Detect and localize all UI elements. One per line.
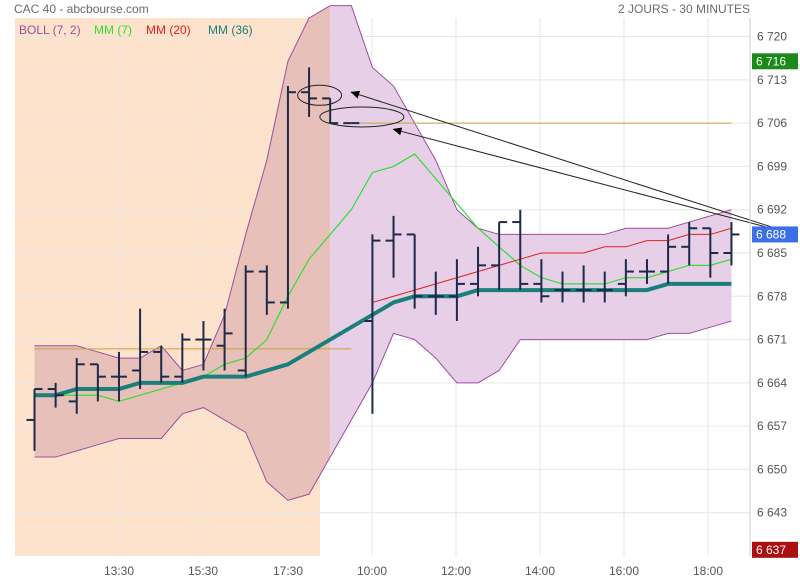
price-tag: 6 716: [752, 53, 798, 70]
y-tick-label: 6 650: [757, 462, 787, 476]
drawings: [297, 84, 795, 235]
x-tick-label: 18:00: [693, 564, 723, 578]
bollinger-fill-session-2: [330, 5, 732, 458]
trend-arrow-line: [350, 90, 795, 235]
price-tag-label: 6 688: [756, 227, 786, 241]
legend-entry: BOLL (7, 2): [19, 23, 81, 37]
ohlc-bar: [132, 308, 149, 390]
bollinger-band: [34, 5, 732, 501]
price-tag-box: [752, 541, 798, 558]
ohlc-bar: [533, 259, 550, 303]
horizontal-lines: [34, 122, 732, 350]
x-tick-label: 15:30: [188, 564, 218, 578]
ohlc-bar: [470, 246, 487, 297]
ohlc-bar: [216, 308, 233, 371]
price-tag-label: 6 716: [756, 54, 786, 68]
ohlc-bar: [723, 222, 740, 266]
ohlc-bar: [195, 321, 212, 371]
ohlc-bar: [174, 333, 191, 383]
ohlc-bar: [681, 222, 698, 266]
ohlc-bar: [575, 265, 592, 303]
legend-entry: MM (7): [94, 23, 132, 37]
ohlc-bar: [406, 233, 423, 309]
y-tick-label: 6 643: [757, 506, 787, 520]
ohlc-bar: [512, 209, 529, 291]
y-tick-label: 6 713: [757, 73, 787, 87]
annotation-ellipse: [297, 84, 343, 106]
legend-entry: MM (36): [208, 23, 253, 37]
ohlc-bar: [702, 227, 719, 278]
bollinger-fill-session-1: [34, 5, 331, 501]
ohlc-bar: [638, 259, 655, 284]
mm20-line: [372, 227, 732, 303]
ohlc-bar: [364, 234, 381, 414]
annotation-ellipse: [319, 106, 405, 128]
x-tick-label: 14:00: [525, 564, 555, 578]
ohlc-bar: [89, 363, 106, 402]
ohlc-bar: [110, 351, 127, 402]
ohlc-bar: [68, 358, 85, 414]
ohlc-bar: [617, 259, 634, 297]
x-tick-label: 10:00: [357, 564, 387, 578]
price-bars: [26, 67, 740, 451]
y-tick-label: 6 720: [757, 30, 787, 44]
price-tag-box: [752, 53, 798, 70]
y-tick-label: 6 685: [757, 246, 787, 260]
y-tick-label: 6 657: [757, 419, 787, 433]
ohlc-bar: [26, 388, 43, 451]
ohlc-bar: [596, 271, 613, 303]
axes: 6 720 6 713 6 706 6 699 6 692 6 685 6 678 6 671…: [104, 18, 798, 578]
y-tick-label: 6 664: [757, 376, 787, 390]
chart-period-label: 2 JOURS - 30 MINUTES: [617, 2, 750, 16]
y-tick-label: 6 692: [757, 203, 787, 217]
x-tick-label: 17:30: [273, 564, 303, 578]
y-tick-label: 6 699: [757, 159, 787, 173]
ohlc-bar: [153, 345, 170, 383]
bollinger-upper-line: [34, 5, 732, 372]
moving-averages: [34, 153, 732, 403]
y-tick-label: 6 678: [757, 289, 787, 303]
ohlc-bar: [660, 234, 677, 284]
ohlc-bar: [491, 221, 508, 291]
x-tick-label: 16:00: [609, 564, 639, 578]
ohlc-bar: [301, 67, 318, 117]
mm7-line: [55, 153, 732, 403]
ohlc-bar: [385, 215, 402, 278]
price-tag: 6 637: [752, 541, 798, 558]
bollinger-lower-line: [34, 320, 732, 501]
legend: BOLL (7, 2) MM (7) MM (20) MM (36): [19, 23, 253, 37]
mm36-line: [34, 281, 732, 398]
ohlc-bar: [554, 271, 571, 303]
ohlc-bar: [427, 271, 444, 315]
x-tick-label: 12:00: [441, 564, 471, 578]
trend-arrow-line: [392, 127, 795, 235]
ohlc-bar: [448, 259, 465, 322]
price-tag-label: 6 637: [756, 543, 786, 557]
chart-source-title: CAC 40 - abcbourse.com: [14, 2, 149, 16]
x-tick-label: 13:30: [104, 564, 134, 578]
ohlc-bar: [279, 86, 296, 309]
y-tick-label: 6 706: [757, 116, 787, 130]
legend-entry: MM (20): [146, 23, 191, 37]
ohlc-bar: [258, 265, 275, 315]
y-tick-label: 6 671: [757, 333, 787, 347]
ohlc-bar: [47, 382, 64, 408]
price-tag-box: [752, 226, 798, 243]
ohlc-bar: [237, 265, 254, 377]
price-tag: 6 688: [752, 226, 798, 243]
